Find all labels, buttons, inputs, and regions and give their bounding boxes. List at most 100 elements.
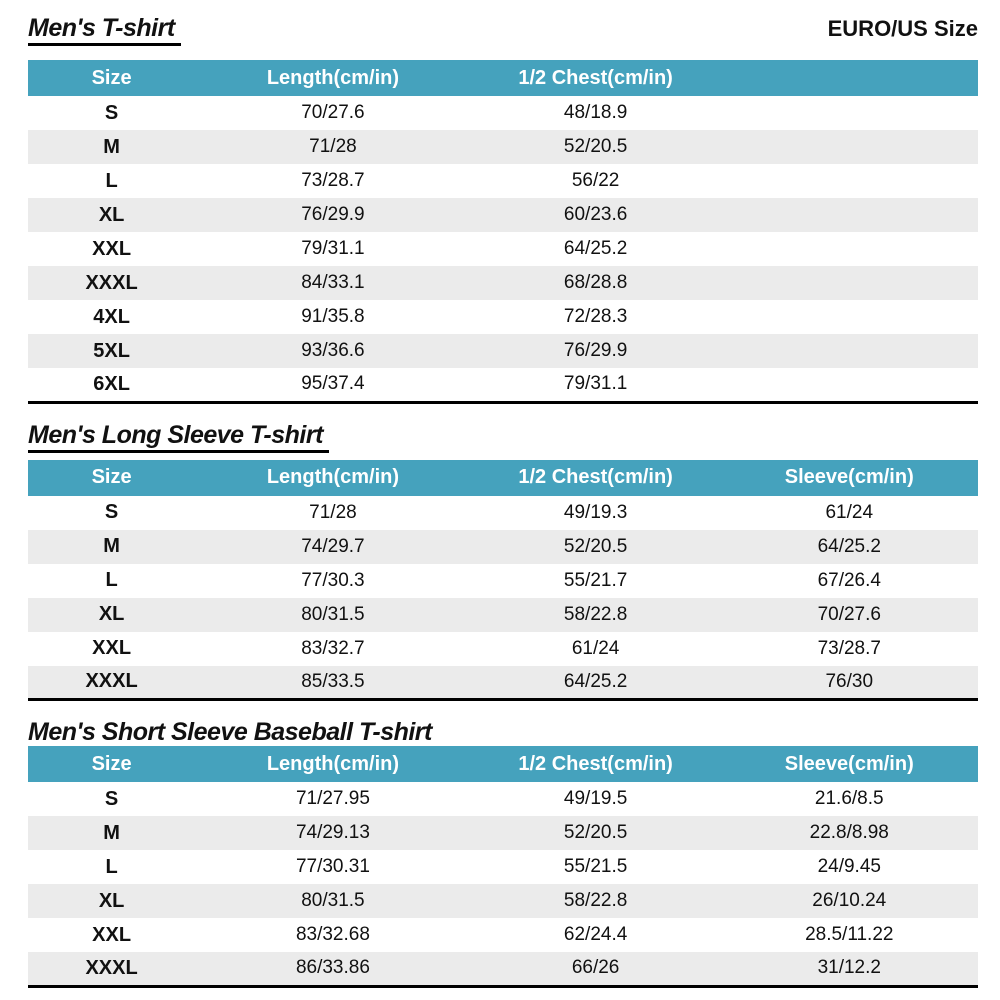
section-title-text: Men's T-shirt xyxy=(28,14,181,46)
measurement-cell xyxy=(721,130,978,164)
measurement-cell: 91/35.8 xyxy=(301,306,365,327)
size-cell: XXL xyxy=(92,923,132,946)
measurement-cell xyxy=(721,198,978,232)
measurement-cell: 58/22.8 xyxy=(563,890,628,911)
column-header-length: Length(cm/in) xyxy=(195,459,471,496)
section-mens-long-sleeve-tshirt: Men's Long Sleeve T-shirt Size Length(cm… xyxy=(28,421,978,701)
measurement-cell: 66/26 xyxy=(571,957,620,979)
measurement-cell: 52/20.5 xyxy=(563,822,628,843)
measurement-cell: 76/29.9 xyxy=(563,340,628,361)
measurement-cell: 49/19.5 xyxy=(563,788,628,809)
measurement-cell: 79/31.1 xyxy=(563,373,628,395)
size-cell: XL xyxy=(98,203,125,226)
table-row: XXXL 86/33.86 66/26 31/12.2 xyxy=(28,952,978,986)
section-title-mens-long-sleeve-tshirt: Men's Long Sleeve T-shirt xyxy=(28,421,978,453)
table-row: XXL 83/32.68 62/24.4 28.5/11.22 xyxy=(28,918,978,952)
measurement-cell xyxy=(721,164,978,198)
measurement-cell: 55/21.5 xyxy=(563,856,628,877)
measurement-cell: 55/21.7 xyxy=(563,569,628,591)
table-row: XL 80/31.5 58/22.8 26/10.24 xyxy=(28,884,978,918)
mens-baseball-size-table: Size Length(cm/in) 1/2 Chest(cm/in) Slee… xyxy=(28,746,978,988)
column-header-size: Size xyxy=(28,60,196,96)
measurement-cell: 83/32.7 xyxy=(301,637,365,659)
table-row: L 73/28.7 56/22 xyxy=(28,164,978,198)
section-title-mens-tshirt: Men's T-shirt xyxy=(28,14,181,46)
table-row: 4XL 91/35.8 72/28.3 xyxy=(28,300,978,334)
table-row: L 77/30.31 55/21.5 24/9.45 xyxy=(28,850,978,884)
column-header-size: Size xyxy=(28,746,196,782)
measurement-cell: 85/33.5 xyxy=(301,670,365,692)
measurement-cell: 58/22.8 xyxy=(563,603,628,625)
measurement-cell: 61/24 xyxy=(571,637,620,659)
table-row: 5XL 93/36.6 76/29.9 xyxy=(28,334,978,368)
measurement-cell: 64/25.2 xyxy=(817,535,881,557)
table-row: M 71/28 52/20.5 xyxy=(28,130,978,164)
measurement-cell: 56/22 xyxy=(571,170,620,191)
header-row: Size Length(cm/in) 1/2 Chest(cm/in) Slee… xyxy=(28,459,978,496)
measurement-cell: 64/25.2 xyxy=(563,238,628,259)
size-cell: L xyxy=(105,855,118,878)
size-cell: S xyxy=(104,787,119,810)
measurement-cell: 71/27.95 xyxy=(295,788,370,809)
size-cell: S xyxy=(104,101,119,124)
size-cell: M xyxy=(103,535,120,557)
table-row: XL 80/31.5 58/22.8 70/27.6 xyxy=(28,597,978,632)
measurement-cell: 77/30.3 xyxy=(301,569,365,591)
measurement-cell: 93/36.6 xyxy=(301,340,365,361)
size-cell: L xyxy=(105,169,118,192)
column-header-chest: 1/2 Chest(cm/in) xyxy=(470,746,721,782)
column-header-sleeve: Sleeve(cm/in) xyxy=(720,459,978,496)
measurement-cell: 95/37.4 xyxy=(301,373,365,395)
column-header-size: Size xyxy=(28,459,196,496)
table-row: S 71/27.95 49/19.5 21.6/8.5 xyxy=(28,782,978,816)
size-cell: XXL xyxy=(92,237,132,260)
section-mens-tshirt: Men's T-shirt EURO/US Size Size Length(c… xyxy=(28,14,978,404)
size-cell: XL xyxy=(98,889,125,912)
measurement-cell: 21.6/8.5 xyxy=(814,788,884,809)
measurement-cell: 72/28.3 xyxy=(563,306,628,327)
column-header-length: Length(cm/in) xyxy=(195,746,471,782)
measurement-cell: 83/32.68 xyxy=(295,924,370,945)
measurement-cell: 71/28 xyxy=(309,136,357,157)
measurement-cell: 76/29.9 xyxy=(301,204,365,225)
section-mens-baseball-tshirt: Men's Short Sleeve Baseball T-shirt Size… xyxy=(28,718,978,988)
size-cell: M xyxy=(103,821,120,844)
size-standard-label: EURO/US Size xyxy=(827,16,978,41)
measurement-cell xyxy=(721,266,978,300)
table-row: S 70/27.6 48/18.9 xyxy=(28,96,978,130)
measurement-cell: 80/31.5 xyxy=(301,890,365,911)
section-title-text: Men's Long Sleeve T-shirt xyxy=(28,421,329,453)
table-row: XXL 79/31.1 64/25.2 xyxy=(28,232,978,266)
measurement-cell: 74/29.7 xyxy=(301,535,365,557)
table-row: M 74/29.13 52/20.5 22.8/8.98 xyxy=(28,816,978,850)
measurement-cell: 48/18.9 xyxy=(563,102,628,123)
table-row: XXL 83/32.7 61/24 73/28.7 xyxy=(28,632,978,666)
measurement-cell: 70/27.6 xyxy=(301,102,365,123)
size-cell: 6XL xyxy=(93,372,130,395)
measurement-cell: 77/30.31 xyxy=(295,856,370,877)
size-cell: 4XL xyxy=(93,305,130,328)
size-cell: XXXL xyxy=(85,956,138,979)
column-header-sleeve: Sleeve(cm/in) xyxy=(720,746,978,782)
size-cell: XXL xyxy=(92,637,132,659)
measurement-cell: 86/33.86 xyxy=(295,957,370,979)
measurement-cell: 84/33.1 xyxy=(301,272,365,293)
measurement-cell: 26/10.24 xyxy=(812,890,887,911)
title-row: Men's T-shirt EURO/US Size xyxy=(28,14,978,53)
table-row: XXXL 85/33.5 64/25.2 76/30 xyxy=(28,665,978,700)
measurement-cell: 73/28.7 xyxy=(817,637,881,659)
measurement-cell: 52/20.5 xyxy=(563,136,628,157)
column-header-chest: 1/2 Chest(cm/in) xyxy=(470,459,721,496)
column-header-empty xyxy=(720,60,978,96)
size-cell: M xyxy=(103,135,120,158)
measurement-cell: 80/31.5 xyxy=(301,603,365,625)
measurement-cell: 24/9.45 xyxy=(817,856,881,877)
table-row: XXXL 84/33.1 68/28.8 xyxy=(28,266,978,300)
measurement-cell: 31/12.2 xyxy=(817,957,881,979)
mens-tshirt-size-table: Size Length(cm/in) 1/2 Chest(cm/in) S 70/… xyxy=(28,60,978,404)
measurement-cell: 52/20.5 xyxy=(563,535,628,557)
size-cell: XL xyxy=(98,603,125,625)
measurement-cell: 70/27.6 xyxy=(817,603,881,625)
table-row: 6XL 95/37.4 79/31.1 xyxy=(28,368,978,402)
